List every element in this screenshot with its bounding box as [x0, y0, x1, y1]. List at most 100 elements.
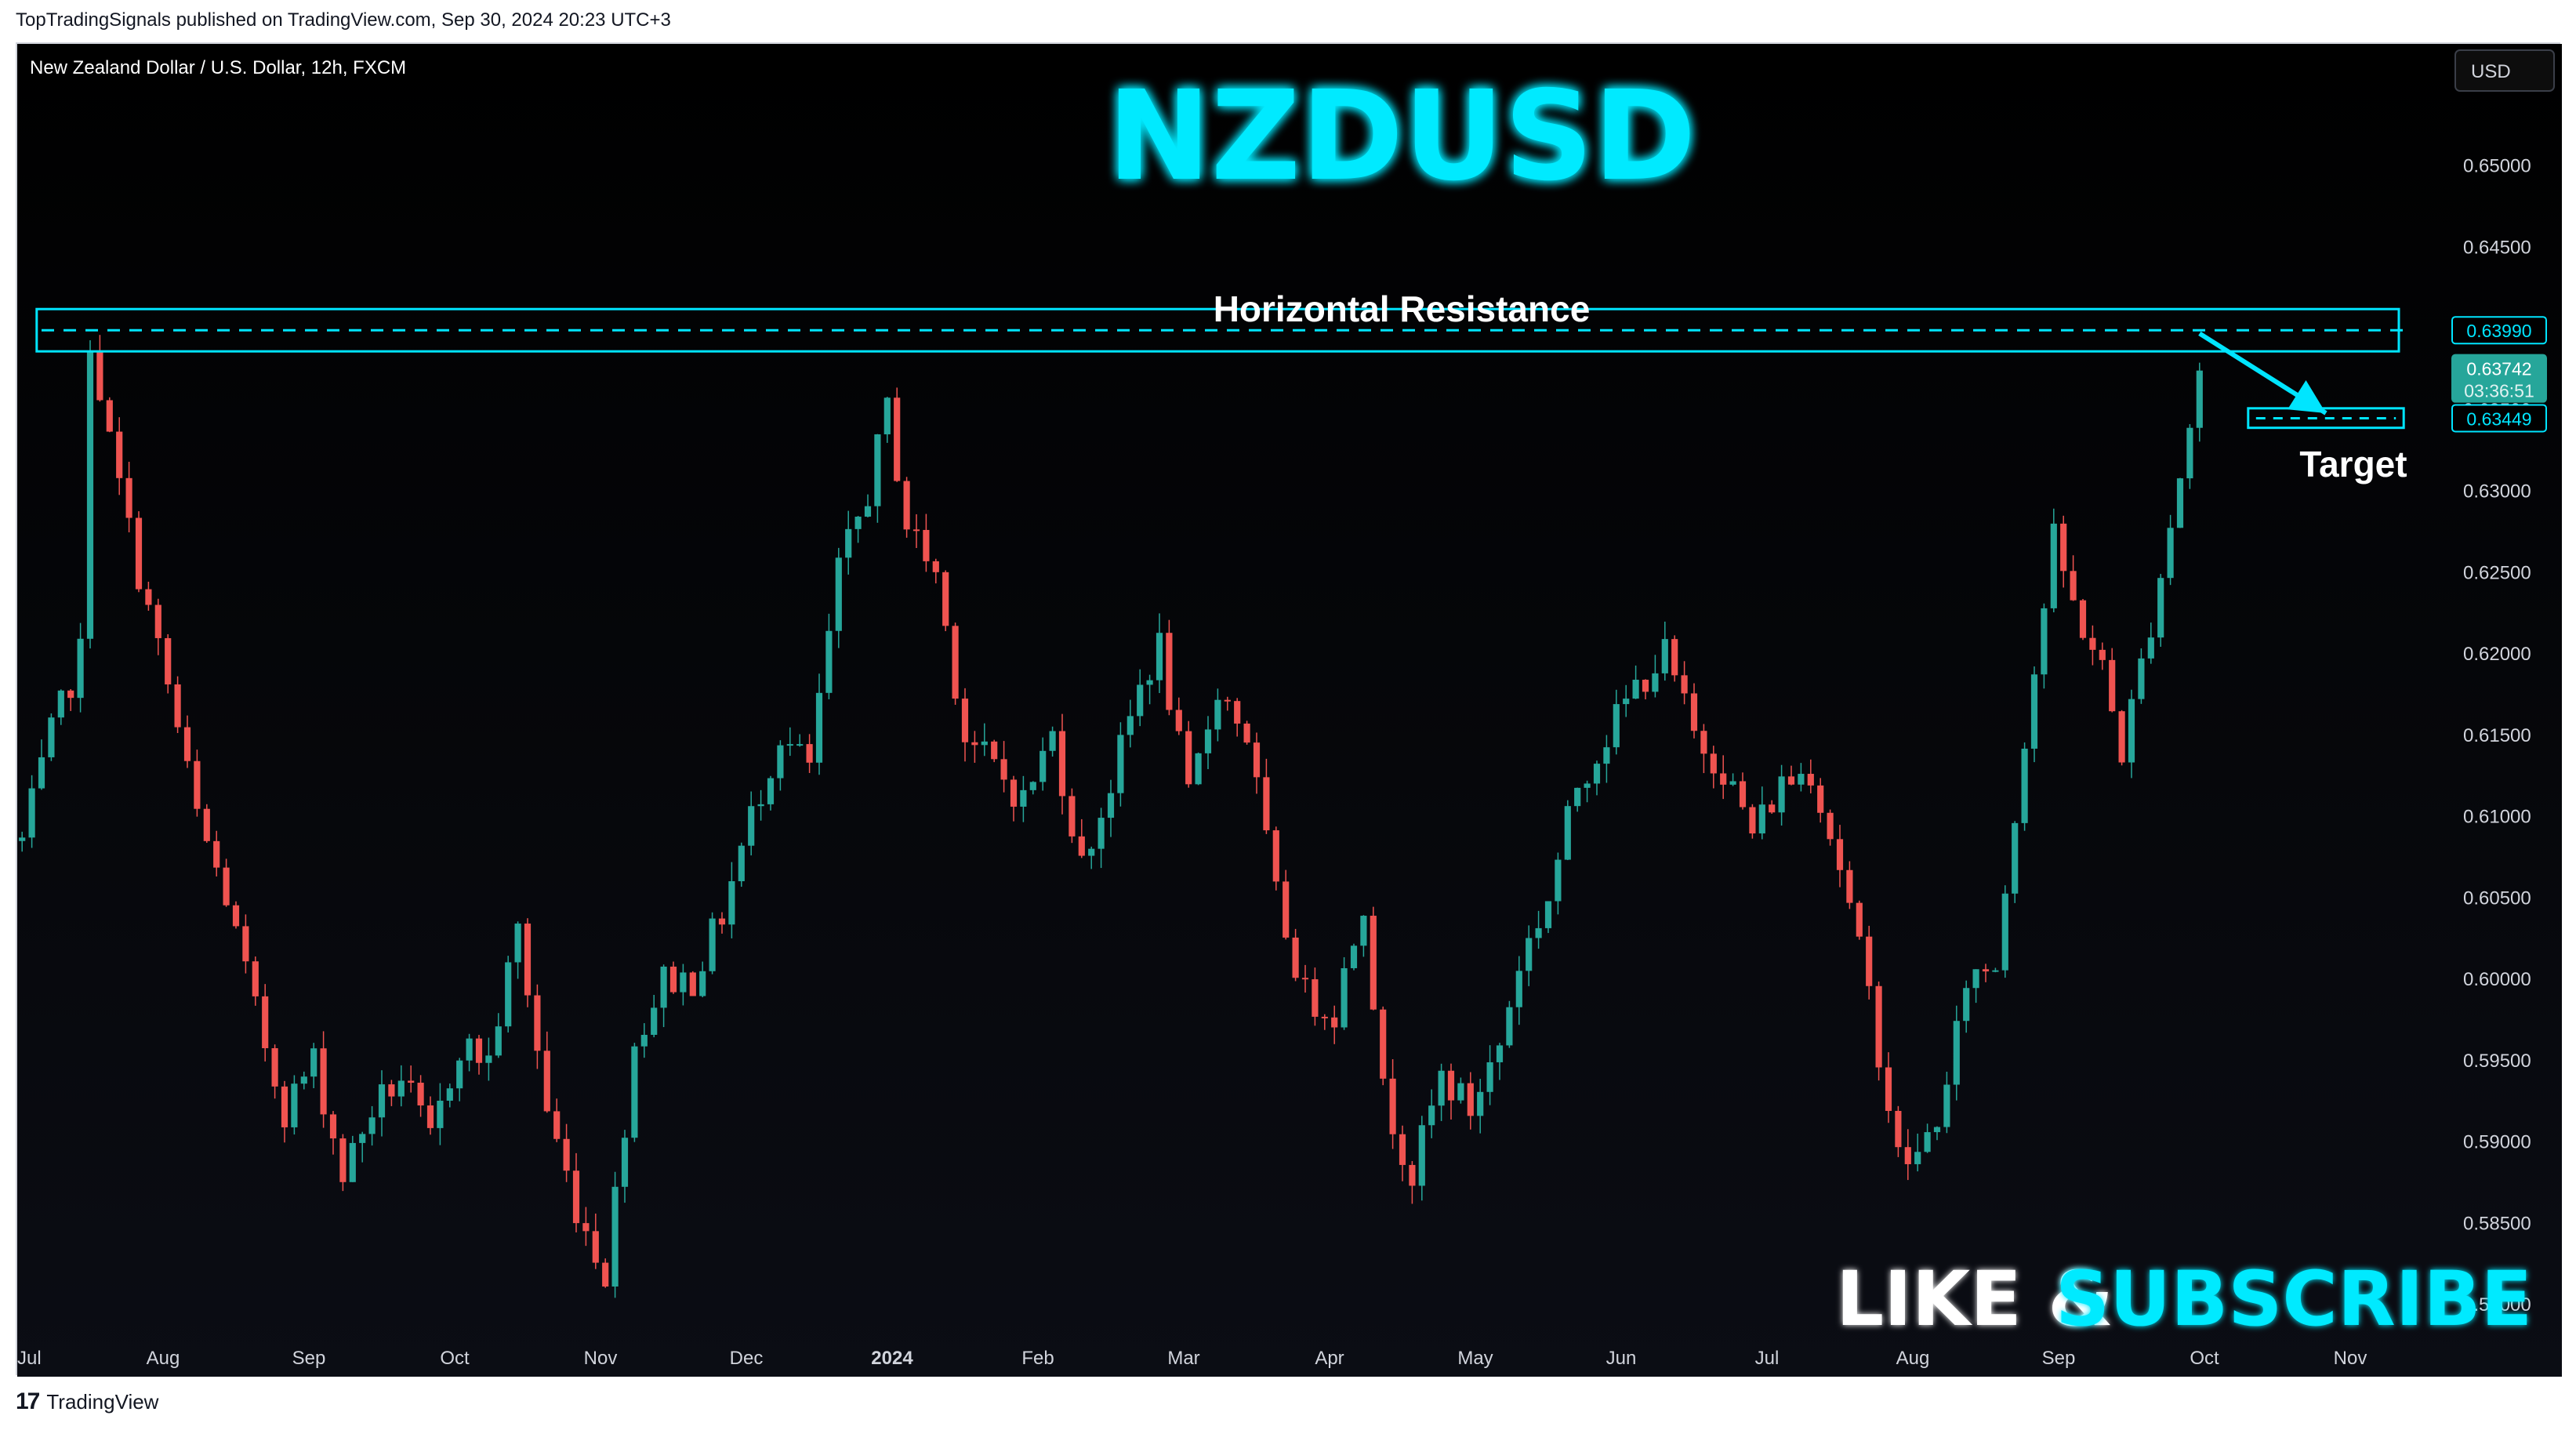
- candle: [2099, 642, 2106, 670]
- candle: [2167, 514, 2174, 586]
- candle: [329, 1111, 337, 1155]
- candle: [154, 598, 161, 655]
- candle: [1020, 775, 1027, 822]
- price-tick-label: 0.60000: [2463, 969, 2531, 990]
- candle: [1817, 778, 1824, 823]
- candle: [1312, 967, 1319, 1026]
- candle: [1098, 808, 1105, 869]
- candle: [1895, 1105, 1902, 1157]
- candle: [2050, 508, 2057, 613]
- candle: [1613, 689, 1620, 755]
- candle: [2041, 603, 2048, 689]
- candle: [796, 734, 804, 747]
- candle: [1798, 763, 1805, 792]
- candle: [1428, 1089, 1435, 1138]
- price-tick-label: 0.59000: [2463, 1132, 2531, 1153]
- candle: [1972, 969, 1979, 1004]
- candle: [1486, 1045, 1493, 1105]
- tradingview-logo-icon[interactable]: 17: [16, 1388, 40, 1414]
- candle: [689, 971, 696, 996]
- instrument-title: New Zealand Dollar / U.S. Dollar, 12h, F…: [30, 57, 406, 78]
- subscribe-text: SUBSCRIBE: [2055, 1255, 2532, 1343]
- candle: [426, 1096, 434, 1135]
- candle: [1029, 781, 1036, 795]
- candle: [923, 514, 930, 572]
- candle: [1787, 765, 1795, 786]
- candle: [1175, 697, 1182, 735]
- candle: [437, 1083, 444, 1145]
- last-price-badge-text: 03:36:51: [2464, 381, 2534, 401]
- price-tick-label: 0.61500: [2463, 725, 2531, 746]
- candle: [1904, 1129, 1911, 1181]
- resistance-price-badge-text: 0.63990: [2466, 321, 2531, 341]
- candle: [1496, 1043, 1504, 1080]
- candle: [932, 558, 939, 584]
- candle: [86, 340, 94, 649]
- candle: [291, 1075, 298, 1135]
- candle: [1963, 980, 1970, 1033]
- candle: [1515, 956, 1522, 1025]
- candle: [505, 956, 512, 1033]
- time-tick-label: Oct: [2190, 1348, 2219, 1369]
- candle: [320, 1031, 327, 1128]
- candle: [397, 1065, 405, 1107]
- candle: [592, 1213, 599, 1269]
- candle: [602, 1258, 609, 1288]
- candle: [2030, 666, 2038, 763]
- price-chart[interactable]: 0.655000.650000.645000.640000.635000.630…: [17, 44, 2562, 1377]
- time-tick-label: Jul: [17, 1348, 42, 1369]
- candle: [116, 417, 123, 495]
- candle: [1457, 1077, 1464, 1104]
- candle: [806, 734, 813, 773]
- candle: [1214, 688, 1221, 742]
- time-tick-label: Dec: [730, 1348, 764, 1369]
- candle: [767, 775, 775, 811]
- candle: [1204, 716, 1212, 770]
- candles-layer: [19, 335, 2203, 1298]
- candle: [894, 387, 901, 482]
- candle: [2138, 648, 2145, 704]
- candle: [28, 775, 35, 848]
- candle: [1544, 901, 1552, 934]
- target-price-badge[interactable]: 0.63449: [2451, 404, 2547, 433]
- candle: [77, 622, 84, 713]
- candle: [1360, 915, 1367, 957]
- candle: [1224, 696, 1231, 711]
- price-axis[interactable]: 0.655000.650000.645000.640000.635000.630…: [2451, 74, 2547, 1316]
- candle: [631, 1043, 638, 1142]
- candle: [903, 477, 910, 538]
- target-zone[interactable]: [2247, 407, 2405, 430]
- price-tick-label: 0.62000: [2463, 644, 2531, 665]
- candle: [640, 1023, 648, 1058]
- candle: [2109, 648, 2116, 713]
- candle: [1710, 746, 1717, 789]
- candle: [1467, 1072, 1474, 1130]
- candle: [1807, 759, 1814, 793]
- candle: [1301, 964, 1309, 993]
- candle: [815, 673, 823, 775]
- candle: [1166, 619, 1173, 716]
- time-tick-label: Oct: [440, 1348, 470, 1369]
- time-axis[interactable]: Jul Aug Sep Oct Nov Dec 2024 Feb Mar Apr May Jun Jul…: [17, 1348, 2367, 1369]
- candle: [2001, 885, 2008, 978]
- currency-button[interactable]: USD: [2454, 49, 2555, 92]
- resistance-price-badge[interactable]: 0.63990: [2451, 316, 2547, 345]
- candle: [1272, 826, 1279, 891]
- target-price-badge-text: 0.63449: [2466, 408, 2531, 429]
- footer-brand[interactable]: TradingView: [46, 1389, 159, 1414]
- candle: [786, 727, 793, 757]
- candle: [1992, 967, 1999, 973]
- candle: [2176, 477, 2184, 528]
- time-tick-label: Sep: [292, 1348, 326, 1369]
- candle: [1127, 699, 1134, 748]
- candle: [553, 1098, 561, 1142]
- candle: [2079, 599, 2087, 641]
- price-tick-label: 0.63000: [2463, 481, 2531, 503]
- chart-panel[interactable]: 0.655000.650000.645000.640000.635000.630…: [16, 42, 2562, 1377]
- candle: [1137, 669, 1144, 727]
- candle: [1380, 1006, 1387, 1086]
- candle: [524, 918, 532, 1007]
- candle: [1243, 720, 1250, 745]
- candle: [1010, 775, 1018, 822]
